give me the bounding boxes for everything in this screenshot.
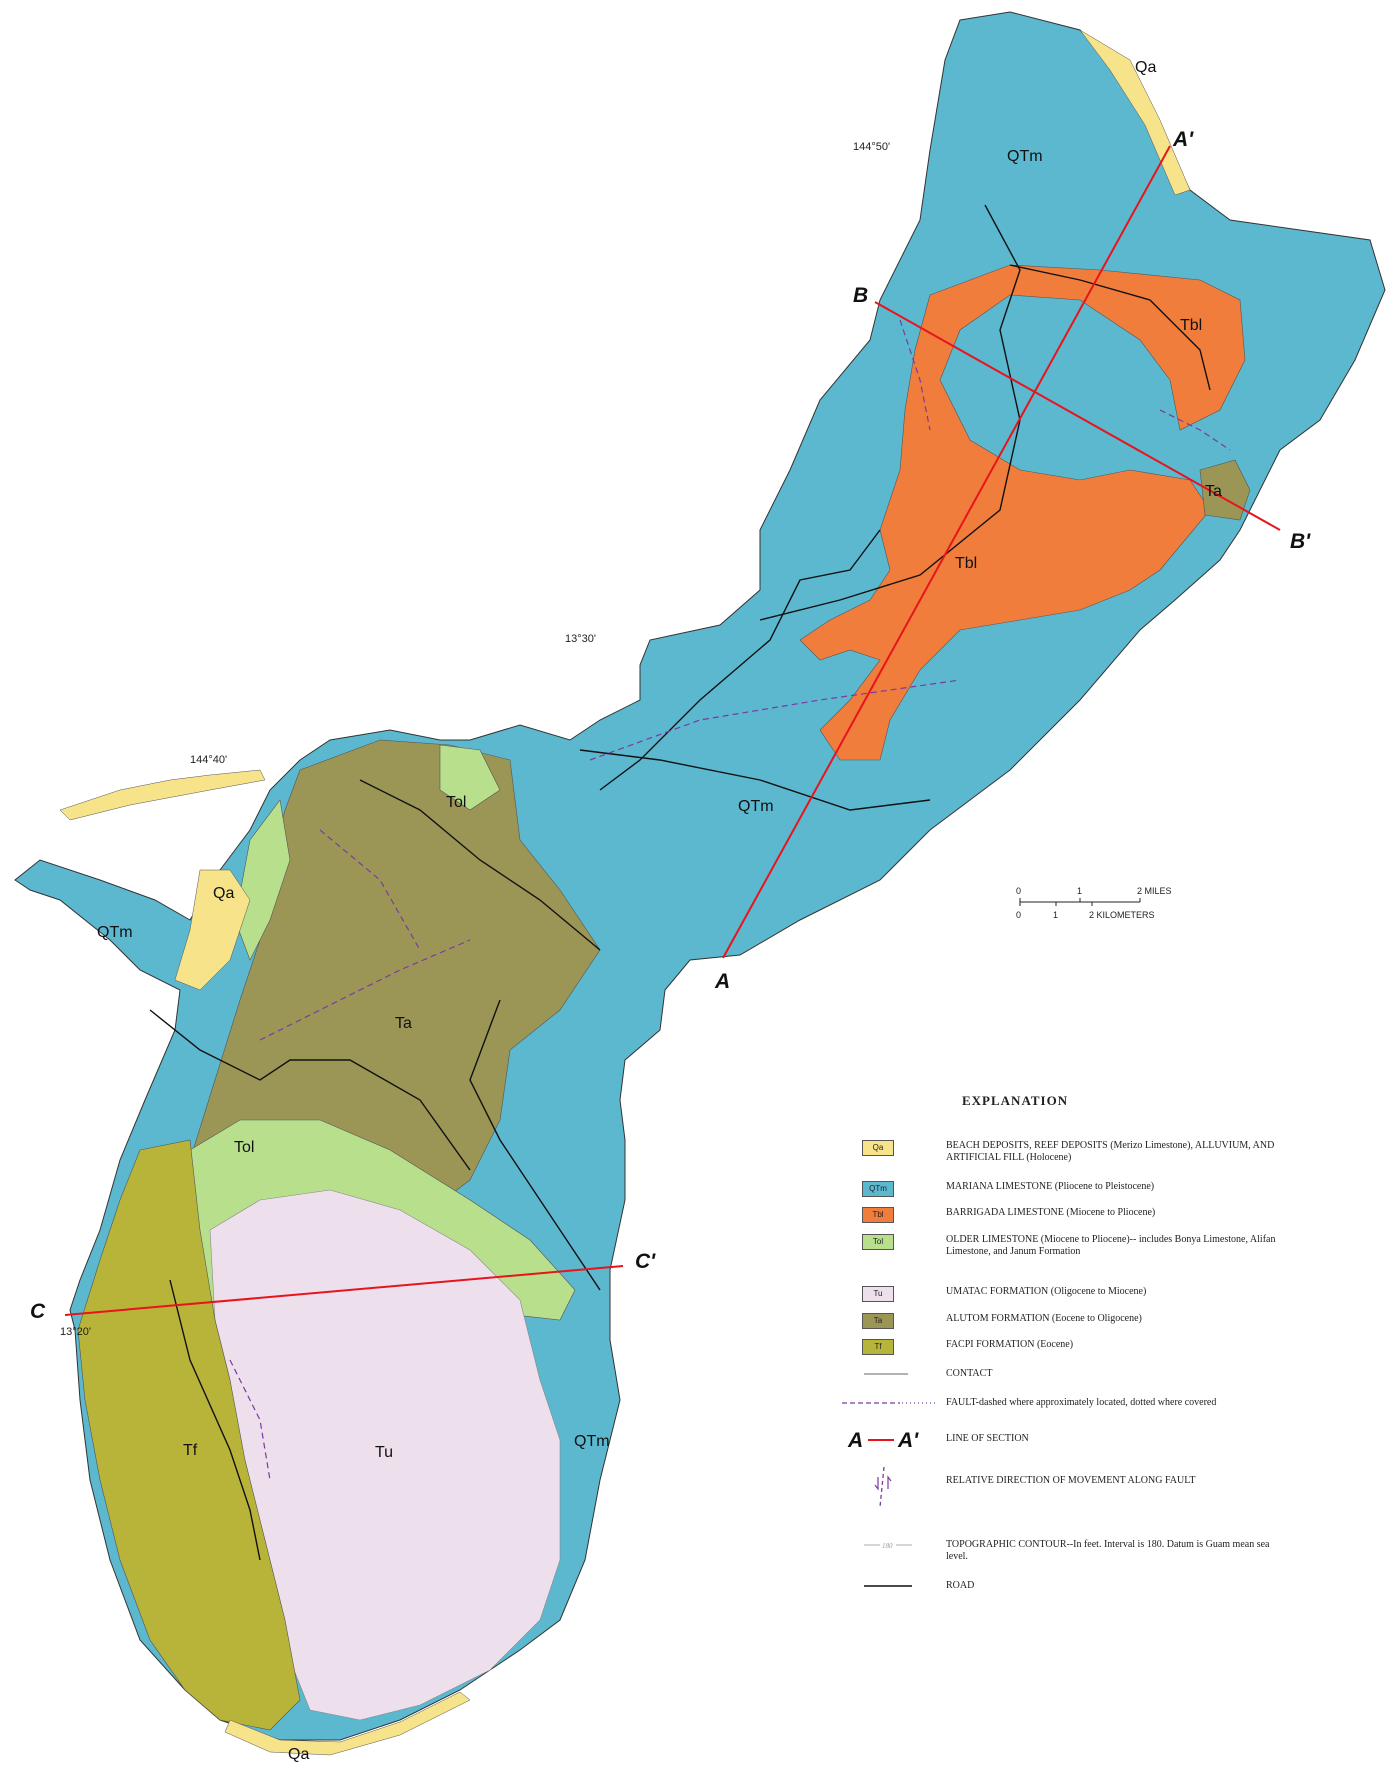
scale-bar-graphic: 0 1 2 MILES 0 1 2 KILOMETERS xyxy=(1016,886,1172,920)
legend-swatch-tol: Tol xyxy=(862,1234,894,1250)
scale-mi-0: 0 xyxy=(1016,886,1021,896)
legend-text-section: LINE OF SECTION xyxy=(946,1433,1029,1444)
unit-qa-reef xyxy=(59,769,266,821)
section-label-a-prime: A' xyxy=(1172,128,1194,151)
legend-section-a-prime: A' xyxy=(897,1429,919,1452)
fault-line-symbol xyxy=(842,1402,936,1404)
section-label-a: A xyxy=(714,970,730,993)
legend-swatch-ta: Ta xyxy=(862,1313,894,1329)
legend-text-tf: FACPI FORMATION (Eocene) xyxy=(946,1339,1074,1350)
legend-title: EXPLANATION xyxy=(962,1093,1069,1108)
legend-text-tu: UMATAC FORMATION (Oligocene to Miocene) xyxy=(946,1286,1147,1297)
label-tu: Tu xyxy=(375,1444,393,1461)
coord-144-40: 144°40' xyxy=(190,754,227,766)
unit-tbl xyxy=(799,264,1246,761)
legend-topo-sample: 180 xyxy=(882,1542,893,1550)
section-label-b-prime: B' xyxy=(1290,530,1311,553)
unit-tf xyxy=(77,1139,301,1731)
fault-movement-arrow-icon xyxy=(874,1466,892,1508)
legend-text-qtm: MARIANA LIMESTONE (Pliocene to Pleistoce… xyxy=(946,1181,1155,1192)
label-tol-south: Tol xyxy=(234,1139,254,1156)
unit-tol-north xyxy=(439,744,501,811)
scale-bar: 0 1 2 MILES 0 1 2 KILOMETERS xyxy=(1010,880,1210,930)
legend-swatch-tf: Tf xyxy=(862,1339,894,1355)
legend-text-ta: ALUTOM FORMATION (Eocene to Oligocene) xyxy=(946,1313,1142,1324)
section-label-c-prime: C' xyxy=(635,1250,656,1273)
unit-qa-north xyxy=(1079,29,1191,196)
section-line-symbol: A A' xyxy=(847,1429,919,1452)
legend-text-fault: FAULT-dashed where approximately located… xyxy=(946,1397,1217,1408)
unit-labels: QTm Tbl Tbl Ta QTm Qa QTm Tol Ta Tol Tf … xyxy=(97,59,1222,1763)
scale-mi-2: 2 MILES xyxy=(1137,886,1172,896)
section-line-a xyxy=(722,145,1171,959)
label-qa-west: Qa xyxy=(213,885,234,902)
legend-swatch-tu: Tu xyxy=(862,1286,894,1302)
scale-km-2: 2 KILOMETERS xyxy=(1089,910,1155,920)
legend-text-topo: TOPOGRAPHIC CONTOUR--In feet. Interval i… xyxy=(946,1539,1270,1562)
section-label-b: B xyxy=(853,284,868,307)
section-label-c: C xyxy=(30,1300,46,1323)
coord-13-30: 13°30' xyxy=(565,633,596,645)
label-tol-north: Tol xyxy=(446,794,466,811)
label-tbl-north: Tbl xyxy=(1180,317,1202,334)
scale-km-1: 1 xyxy=(1053,910,1058,920)
label-ta-east: Ta xyxy=(1205,483,1222,500)
contact-line-symbol xyxy=(864,1373,908,1375)
scale-km-0: 0 xyxy=(1016,910,1021,920)
label-qtm-south: QTm xyxy=(574,1433,610,1450)
roads xyxy=(149,204,1211,1561)
label-tf: Tf xyxy=(183,1442,198,1459)
label-qtm-west: QTm xyxy=(97,924,133,941)
legend-swatch-qa: Qa xyxy=(862,1140,894,1156)
label-qtm-north: QTm xyxy=(1007,148,1043,165)
legend-swatch-qtm: QTm xyxy=(862,1181,894,1197)
section-lines xyxy=(64,145,1281,1316)
road-line-symbol xyxy=(864,1585,912,1587)
legend-section-a: A xyxy=(847,1429,863,1452)
label-tbl-central: Tbl xyxy=(955,555,977,572)
section-line-c xyxy=(64,1265,624,1316)
faults xyxy=(229,319,1231,1481)
legend-text-qa: BEACH DEPOSITS, REEF DEPOSITS (Merizo Li… xyxy=(946,1140,1275,1163)
legend-text-road: ROAD xyxy=(946,1580,975,1591)
section-labels: A A' B B' C C' xyxy=(30,128,1311,1323)
label-qa-south: Qa xyxy=(288,1746,309,1763)
coord-13-20: 13°20' xyxy=(60,1326,91,1338)
label-ta-central: Ta xyxy=(395,1015,412,1032)
topo-contour-symbol: 180 xyxy=(864,1542,912,1550)
label-qa-north: Qa xyxy=(1135,59,1156,76)
legend-text-movement: RELATIVE DIRECTION OF MOVEMENT ALONG FAU… xyxy=(946,1475,1196,1486)
unit-qa-south xyxy=(224,1691,471,1756)
scale-mi-1: 1 xyxy=(1077,886,1082,896)
unit-qa-west xyxy=(174,869,251,991)
legend-text-tol: OLDER LIMESTONE (Miocene to Pliocene)-- … xyxy=(946,1234,1276,1257)
legend-text-contact: CONTACT xyxy=(946,1368,993,1379)
legend-text-tbl: BARRIGADA LIMESTONE (Miocene to Pliocene… xyxy=(946,1207,1156,1218)
legend-swatch-tbl: Tbl xyxy=(862,1207,894,1223)
coord-144-50: 144°50' xyxy=(853,141,890,153)
label-qtm-central: QTm xyxy=(738,798,774,815)
section-line-b xyxy=(874,301,1281,531)
coordinate-labels: 144°50' 13°30' 144°40' 13°20' xyxy=(60,141,890,1338)
